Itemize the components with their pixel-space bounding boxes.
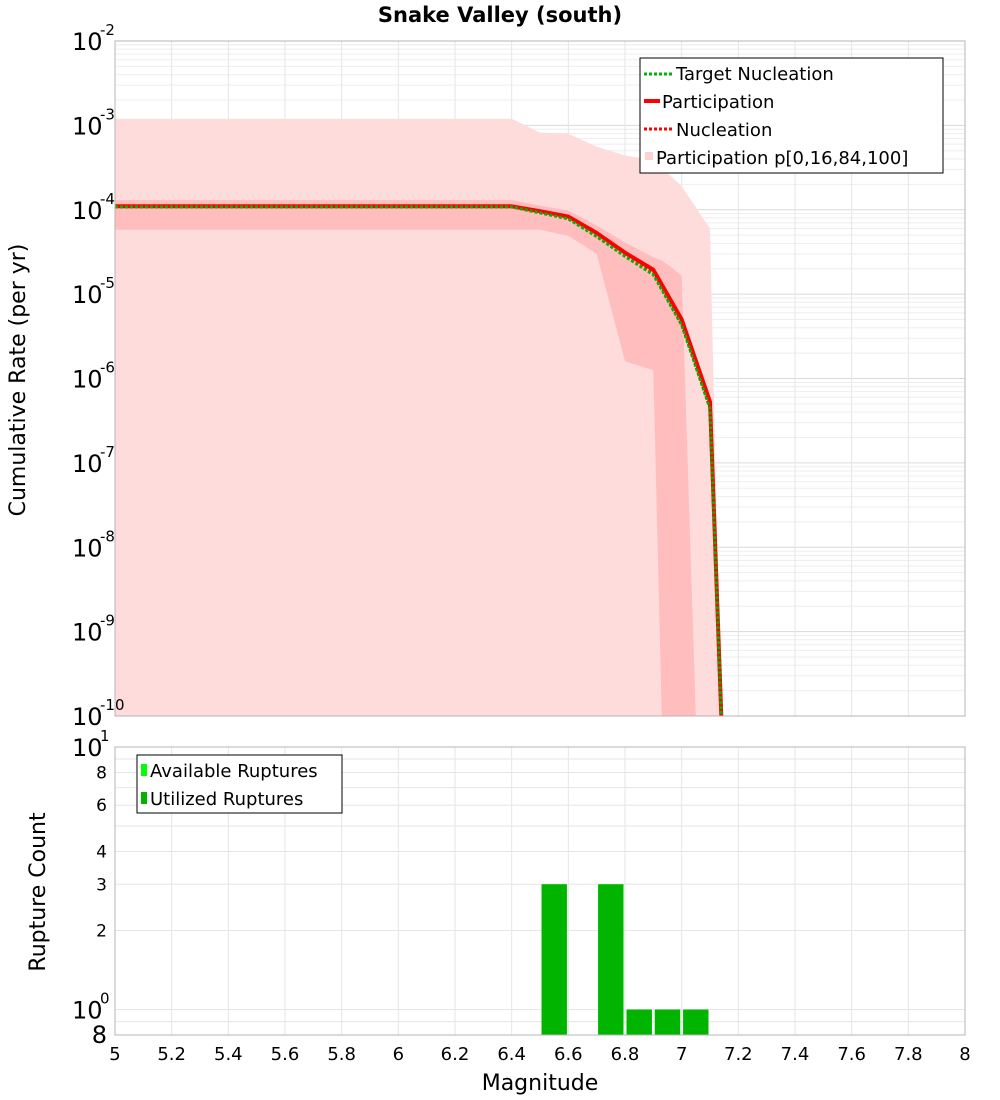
- x-tick-label: 7.4: [781, 1044, 810, 1065]
- legend-label-target-nucleation: Target Nucleation: [675, 64, 834, 85]
- y-tick-base: 10: [72, 619, 103, 647]
- x-tick-label: 7.2: [724, 1044, 753, 1065]
- x-tick-label: 7: [676, 1044, 687, 1065]
- x-tick-label: 5.2: [157, 1044, 186, 1065]
- y-tick-base: 10: [72, 112, 103, 140]
- y-tick-label: 10-8: [72, 527, 115, 562]
- y-tick-base: 10: [72, 997, 103, 1025]
- y-tick-exponent: -5: [100, 274, 115, 292]
- y-axis-label-rate: Cumulative Rate (per yr): [6, 244, 31, 517]
- y-tick-label: 6: [96, 796, 107, 816]
- y-tick-base: 10: [72, 28, 103, 56]
- rate-legend: Target Nucleation Participation Nucleati…: [639, 57, 944, 174]
- x-tick-label: 6.6: [554, 1044, 583, 1065]
- legend-label-participation-band: Participation p[0,16,84,100]: [656, 148, 908, 169]
- legend-label-nucleation: Nucleation: [676, 120, 772, 141]
- y-tick-exponent: -7: [100, 443, 115, 461]
- x-tick-label: 6: [393, 1044, 404, 1065]
- legend-label-utilized-ruptures: Utilized Ruptures: [150, 789, 303, 810]
- y-tick-base: 10: [72, 734, 103, 762]
- y-tick-base: 10: [72, 534, 103, 562]
- count-chart-bars: [541, 884, 709, 1035]
- y-tick-exponent: 1: [100, 727, 110, 745]
- x-tick-label: 6.4: [497, 1044, 526, 1065]
- y-axis-label-count: Rupture Count: [26, 812, 51, 972]
- x-tick-label: 5.8: [327, 1044, 356, 1065]
- count-chart-x-ticks: 5 5.2 5.4 5.6 5.8 6 6.2 6.4 6.6 6.8 7 7.2 7.4 7.6 7.8 8: [109, 1044, 970, 1065]
- y-tick-exponent: -10: [100, 696, 125, 714]
- band-outer: [115, 118, 722, 716]
- x-tick-label: 6.8: [611, 1044, 640, 1065]
- y-tick-label: 10-10: [72, 696, 125, 731]
- y-tick-power-label: 101: [72, 727, 110, 762]
- utilized-rupture-bar: [541, 884, 567, 1035]
- y-tick-label: 10-3: [72, 105, 115, 140]
- x-tick-label: 6.2: [441, 1044, 470, 1065]
- y-tick-power-label: 100: [72, 990, 110, 1025]
- y-tick-base: 10: [72, 366, 103, 394]
- y-tick-label: 10-2: [72, 21, 115, 56]
- legend-swatch-participation-band: [645, 152, 653, 160]
- rate-chart-plot-frame: [114, 40, 966, 717]
- y-tick-base: 10: [72, 281, 103, 309]
- utilized-rupture-bar: [683, 1009, 709, 1035]
- y-tick-label: 3: [96, 875, 107, 895]
- chart-title: Snake Valley (south): [378, 3, 622, 27]
- utilized-rupture-bar: [654, 1009, 681, 1035]
- utilized-rupture-bar: [626, 1009, 652, 1035]
- y-tick-exponent: -9: [100, 612, 115, 630]
- x-tick-label: 5.4: [214, 1044, 243, 1065]
- x-axis-label-magnitude: Magnitude: [482, 1071, 599, 1096]
- y-tick-label: 10-6: [72, 359, 115, 394]
- y-tick-exponent: -3: [100, 105, 115, 123]
- y-tick-label: 8: [92, 1021, 107, 1049]
- count-legend: Available Ruptures Utilized Ruptures: [136, 754, 343, 814]
- y-tick-label: 4: [96, 842, 107, 862]
- x-tick-label: 7.8: [894, 1044, 923, 1065]
- y-tick-exponent: -4: [100, 190, 115, 208]
- legend-swatch-utilized-ruptures: [141, 792, 147, 804]
- y-tick-exponent: 0: [100, 990, 110, 1008]
- y-tick-label: 2: [96, 922, 107, 942]
- x-tick-label: 8: [959, 1044, 970, 1065]
- y-tick-exponent: -2: [100, 21, 115, 39]
- series-line-target-nucleation: [115, 205, 723, 717]
- y-tick-base: 10: [72, 197, 103, 225]
- rate-chart-lines: [115, 204, 724, 717]
- rate-chart-bands: [115, 118, 722, 717]
- band-inner: [115, 200, 722, 717]
- count-chart-plot-frame: [114, 746, 966, 1036]
- utilized-rupture-bar: [598, 884, 624, 1035]
- y-tick-label: 10-7: [72, 443, 115, 478]
- legend-label-available-ruptures: Available Ruptures: [150, 761, 318, 782]
- x-tick-label: 5.6: [271, 1044, 300, 1065]
- y-tick-exponent: -8: [100, 527, 115, 545]
- x-tick-label: 5: [109, 1044, 120, 1065]
- x-tick-label: 7.6: [837, 1044, 866, 1065]
- y-tick-label: 10-5: [72, 274, 115, 309]
- legend-swatch-available-ruptures: [141, 764, 147, 776]
- y-tick-label: 10-4: [72, 190, 115, 225]
- rate-legend-box: [639, 57, 944, 174]
- y-tick-base: 10: [72, 450, 103, 478]
- legend-label-participation: Participation: [662, 92, 774, 113]
- count-legend-box: [136, 754, 343, 814]
- y-tick-label: 8: [96, 763, 107, 783]
- y-tick-exponent: -6: [100, 359, 115, 377]
- y-tick-base: 10: [72, 703, 103, 731]
- y-tick-label: 10-9: [72, 612, 115, 647]
